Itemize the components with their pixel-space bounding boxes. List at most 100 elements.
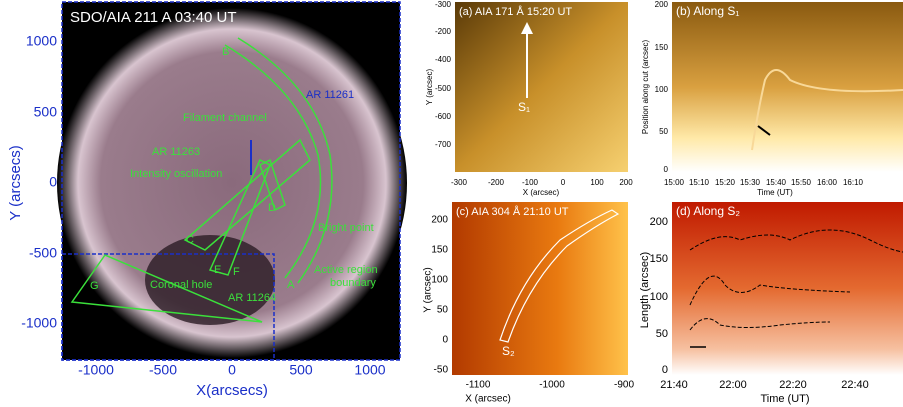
cut-outline: [499, 209, 620, 343]
panel-a: (a) AIA 171 Å 15:20 UT S₁ -300 -200 -400…: [425, 0, 633, 197]
x-tick-label: 15:30: [740, 178, 761, 187]
x-tick-label: 22:40: [841, 379, 869, 391]
coronal-hole: [145, 235, 275, 325]
y-tick-label: 500: [34, 104, 58, 120]
annotation: Coronal hole: [150, 279, 212, 291]
cut-letter: A: [287, 279, 295, 291]
y-tick-label: -200: [435, 27, 452, 36]
x-tick-label: 100: [590, 178, 604, 187]
cut-label: S₂: [502, 344, 515, 358]
x-axis-label: X (arcsec): [523, 188, 560, 197]
y-tick-label: -50: [434, 365, 449, 376]
y-tick-label: 150: [650, 253, 668, 265]
panel-title: (b) Along S₁: [676, 4, 739, 18]
y-axis-label: Y (arcsec): [423, 267, 434, 312]
y-tick-label: 50: [659, 127, 668, 136]
x-tick-label: 16:00: [817, 178, 838, 187]
sun-disk: [57, 8, 407, 358]
cut-letter: C: [186, 234, 194, 246]
y-axis-label: Y (arcsecs): [7, 145, 24, 221]
y-tick-label: 50: [437, 305, 449, 316]
arrowhead: [521, 22, 533, 34]
panel-b: (b) Along S₁ 200 150 100 50 0 15:00 15:1…: [641, 0, 903, 197]
x-tick-label: -900: [614, 380, 634, 391]
x-axis-label: Time (UT): [757, 188, 793, 197]
y-tick-label: -1000: [21, 315, 57, 331]
x-tick-label: -1000: [78, 362, 114, 378]
feature: [751, 69, 903, 151]
cut-letter: B: [222, 46, 229, 58]
y-tick-label: -400: [435, 55, 452, 64]
x-tick-label: 200: [619, 178, 633, 187]
y-tick-label: -500: [435, 84, 452, 93]
x-tick-label: -200: [488, 178, 505, 187]
y-tick-label: 0: [662, 364, 668, 376]
panel-title: (a) AIA 171 Å 15:20 UT: [459, 5, 572, 18]
annotation: AR 11264: [228, 292, 276, 304]
image: [455, 2, 628, 172]
annotation: Active region: [314, 264, 378, 276]
x-tick-label: 22:00: [719, 379, 747, 391]
y-tick-label: -300: [435, 0, 452, 9]
annotation: Bright point: [318, 222, 374, 234]
annotation: Intensity oscillation: [130, 168, 222, 180]
x-tick-label: 15:10: [689, 178, 710, 187]
y-tick-label: -600: [435, 112, 452, 121]
x-tick-label: 21:40: [660, 379, 688, 391]
y-tick-label: -500: [29, 245, 57, 261]
x-tick-label: 500: [289, 362, 313, 378]
y-tick-label: 200: [655, 0, 669, 9]
y-tick-label: 100: [655, 85, 669, 94]
x-tick-label: -1000: [539, 380, 565, 391]
zoom-box: [61, 253, 275, 361]
x-tick-label: -300: [451, 178, 468, 187]
x-tick-label: 1000: [354, 362, 385, 378]
y-tick-label: 1000: [26, 33, 57, 49]
panel-d: (d) Along S₂ 200 150 100 50 0 21:40 22:0…: [639, 202, 903, 405]
y-tick-label: 150: [655, 43, 669, 52]
x-tick-label: 0: [561, 178, 566, 187]
x-tick-label: 16:10: [843, 178, 864, 187]
y-axis-label: Y (arcsec): [425, 69, 434, 106]
panel-title: (d) Along S₂: [676, 204, 740, 218]
y-tick-label: 0: [442, 335, 448, 346]
x-tick-label: 22:20: [779, 379, 807, 391]
y-tick-label: 150: [431, 245, 448, 256]
cut-letter: D: [268, 202, 276, 214]
y-axis-label: Position along cut (arcsec): [641, 40, 650, 135]
annotation: boundary: [330, 277, 376, 289]
y-axis-label: Length (arcsec): [639, 252, 651, 328]
x-tick-label: 15:00: [664, 178, 685, 187]
fit-curve: [689, 229, 903, 253]
x-axis-label: X (arcsec): [465, 394, 511, 405]
x-axis-label: Time (UT): [760, 393, 809, 405]
y-tick-label: 100: [431, 275, 448, 286]
panel-title: SDO/AIA 211 A 03:40 UT: [70, 9, 237, 26]
y-tick-label: 100: [650, 291, 668, 303]
y-tick-label: 0: [664, 165, 669, 174]
x-tick-label: 15:50: [791, 178, 812, 187]
x-tick-label: 15:40: [766, 178, 787, 187]
fit-curve: [689, 275, 851, 306]
arrow: [757, 125, 771, 136]
panel-c: (c) AIA 304 Å 21:10 UT S₂ 200 150 100 50…: [423, 202, 634, 405]
y-tick-label: 0: [49, 174, 57, 190]
cut-letter: E: [214, 264, 221, 276]
fit-curve: [689, 318, 831, 331]
x-tick-label: -1100: [466, 380, 491, 391]
x-tick-label: 15:20: [715, 178, 736, 187]
cut-label: S₁: [518, 100, 530, 114]
x-tick-label: -500: [149, 362, 177, 378]
y-tick-label: 200: [431, 215, 448, 226]
x-tick-label: 0: [228, 362, 236, 378]
x-axis-label: X(arcsecs): [196, 382, 268, 399]
cut-lines: [70, 37, 333, 323]
panel-main: SDO/AIA 211 A 03:40 UT 1000 500 0 -500 -…: [7, 1, 407, 399]
image: [672, 2, 903, 172]
image: [452, 202, 628, 375]
annotation: Filament channel: [183, 112, 267, 124]
y-tick-label: 200: [650, 216, 668, 228]
cut-letter: G: [90, 280, 99, 292]
x-tick-label: -100: [522, 178, 539, 187]
